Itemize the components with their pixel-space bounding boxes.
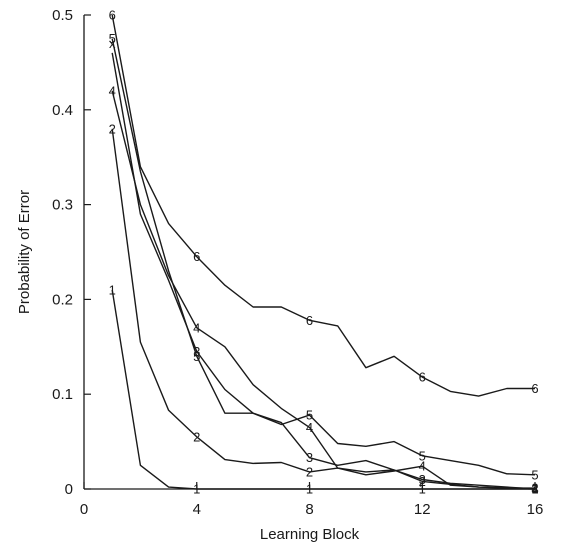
- y-tick-label: 0.1: [52, 386, 73, 403]
- series-marker-4: 4: [109, 83, 116, 98]
- series-line-4: [111, 90, 536, 490]
- series-line-3: [111, 52, 536, 490]
- series-marker-2: 2: [419, 474, 426, 489]
- series-marker-4: 4: [193, 320, 200, 335]
- series-marker-4: 4: [419, 459, 426, 474]
- series-marker-2: 2: [193, 429, 200, 444]
- series-marker-2: 2: [109, 121, 116, 136]
- series-line-5: [111, 38, 536, 476]
- series-line-6: [111, 14, 535, 397]
- series-marker-3: 3: [306, 450, 313, 465]
- series-marker-6: 6: [109, 8, 116, 23]
- series-marker-1: 1: [109, 282, 116, 297]
- y-axis-title: Probability of Error: [16, 190, 33, 314]
- series-marker-5: 5: [531, 467, 538, 482]
- series-marker-3: 3: [193, 344, 200, 359]
- y-tick-label: 0.5: [52, 7, 73, 24]
- x-tick-label: 0: [80, 501, 88, 518]
- series-marker-6: 6: [419, 370, 426, 385]
- series-5: 5 5 5 5 5: [109, 31, 539, 482]
- x-tick-label: 16: [527, 501, 544, 518]
- y-tick-label: 0.4: [52, 102, 73, 119]
- series-marker-1: 1: [419, 482, 426, 497]
- series-x: x: [109, 36, 116, 51]
- series-marker-4: 4: [531, 482, 538, 497]
- series-marker-5: 5: [193, 349, 200, 364]
- series-6: 6 6 6 6 6: [109, 8, 539, 397]
- x-tick-label: 8: [305, 501, 313, 518]
- series-marker-6: 6: [193, 249, 200, 264]
- series-marker-1: 1: [306, 482, 313, 497]
- series-marker-6: 6: [531, 381, 538, 396]
- series-marker-6: 6: [306, 313, 313, 328]
- series-4: 4 4 4 4 4: [109, 83, 539, 496]
- series-marker-3: 3: [419, 472, 426, 487]
- y-tick-label: 0: [65, 481, 73, 498]
- series-marker-x: x: [109, 36, 116, 51]
- x-tick-label: 12: [414, 501, 431, 518]
- series-line-1: [111, 289, 535, 490]
- series-line-2: [111, 128, 535, 489]
- x-axis-title: Learning Block: [260, 526, 360, 543]
- series-2: 2 2 2 2 2: [109, 121, 539, 495]
- series-marker-2: 2: [306, 464, 313, 479]
- series-marker-4: 4: [306, 420, 313, 435]
- x-tick-label: 4: [193, 501, 201, 518]
- series-marker-5: 5: [109, 31, 116, 46]
- series-marker-2: 2: [531, 481, 538, 496]
- y-tick-label: 0.3: [52, 197, 73, 214]
- series-marker-1: 1: [193, 482, 200, 497]
- series-marker-5: 5: [419, 448, 426, 463]
- series-marker-5: 5: [306, 408, 313, 423]
- y-tick-label: 0.2: [52, 291, 73, 308]
